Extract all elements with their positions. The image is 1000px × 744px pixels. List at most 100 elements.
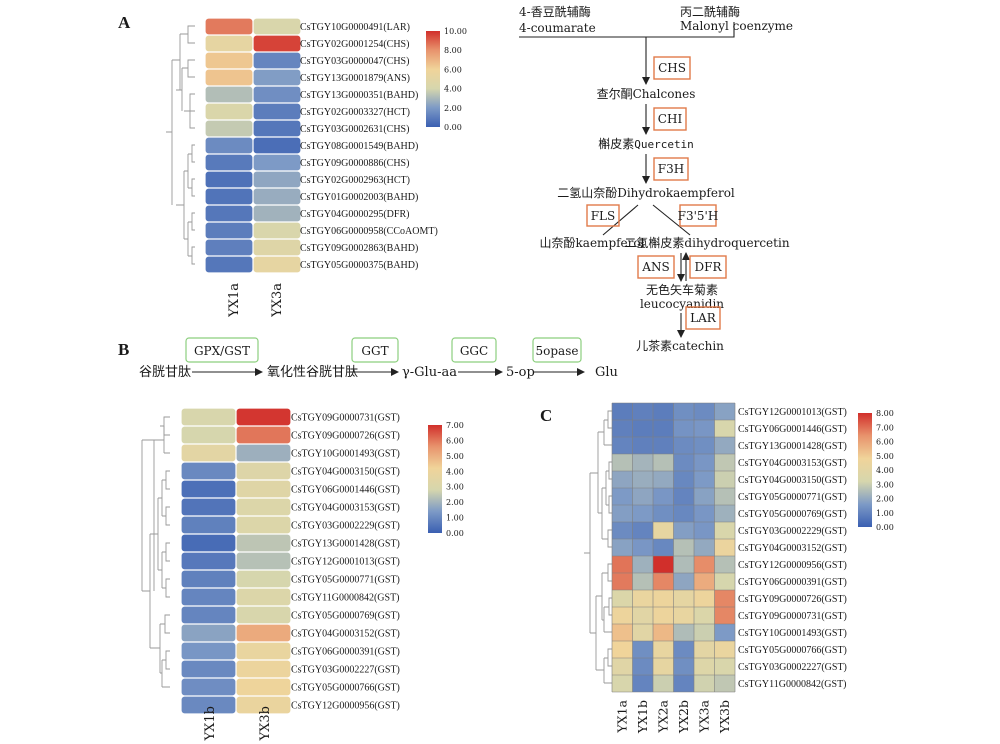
node-leucocyanidin-cn: 无色矢车菊素 [646,282,718,297]
heatmap-a-gene-label: CsTGY13G0001879(ANS) [300,73,410,84]
heatmap-b-cell [236,678,291,696]
heatmap-b-sample-yx1b: YX1b [203,706,218,741]
heatmap-c-cell [673,488,694,505]
heatmap-c-cell [653,590,674,607]
heatmap-a-cell [205,103,253,120]
heatmap-a-cell [205,35,253,52]
heatmap-a-cell [205,256,253,273]
heatmap-c-cell [653,607,674,624]
heatmap-b-cell [236,534,291,552]
heatmap-c-cell [673,403,694,420]
heatmap-c-cell [694,505,715,522]
heatmap-c-cell [673,658,694,675]
heatmap-c-cell [673,590,694,607]
heatmap-c-cell [694,522,715,539]
heatmap-c-cell [673,437,694,454]
heatmap-a-gene-label: CsTGY01G0002003(BAHD) [300,192,418,203]
node-dihydroquercetin: 二氢槲皮素dihydroquercetin [624,235,789,250]
heatmap-c-cell [632,675,653,692]
heatmap-c-cell [632,454,653,471]
heatmap-c-sample-label: YX1a [615,699,630,733]
heatmap-c-cell [714,488,735,505]
heatmap-b-cell [236,660,291,678]
legend-tick: 6.00 [876,438,894,447]
heatmap-a-gene-label: CsTGY09G0000886(CHS) [300,158,409,169]
node-malonyl-en: Malonyl coenzyme [680,19,793,33]
heatmap-c-cell [714,505,735,522]
heatmap-a-cell [205,188,253,205]
heatmap-b-gene-label: CsTGY12G0000956(GST) [291,701,400,712]
heatmap-c-cell [694,556,715,573]
heatmap-c-gene-label: CsTGY05G0000771(GST) [738,492,847,503]
panel-label-a: A [118,13,131,32]
legend-tick: 10.00 [444,27,467,36]
legend-tick: 1.00 [876,509,894,518]
enzyme-chi: CHI [658,112,683,126]
heatmap-c-cell [632,624,653,641]
node-leucocyanidin-en: leucocyanidin [640,297,724,311]
enzyme-ans: ANS [641,260,669,274]
heatmap-c-cell [653,641,674,658]
heatmap-c-cell [714,556,735,573]
heatmap-c-gene-label: CsTGY04G0003152(GST) [738,543,847,554]
enzyme-gpx: GPX/GST [194,344,250,358]
heatmap-b-cell [181,426,236,444]
legend-tick: 7.00 [446,421,464,430]
heatmap-c-gene-label: CsTGY03G0002229(GST) [738,526,847,537]
heatmap-c-gene-label: CsTGY09G0000731(GST) [738,611,847,622]
heatmap-c-cell [612,505,633,522]
enzyme-f35h: F3'5'H [678,209,719,223]
heatmap-b-cell [236,588,291,606]
heatmap-b-cell [236,444,291,462]
heatmap-b-cell [181,516,236,534]
heatmap-c-cell [673,420,694,437]
heatmap-b-gene-label: CsTGY13G0001428(GST) [291,539,400,550]
legend-c-colorbar [858,413,872,527]
heatmap-a-sample-yx3a: YX3a [270,283,285,318]
legend-tick: 1.00 [446,514,464,523]
heatmap-a-cell [205,137,253,154]
heatmap-b-gene-label: CsTGY06G0000391(GST) [291,647,400,658]
heatmap-c-cell [632,505,653,522]
heatmap-c-cell [612,488,633,505]
heatmap-c-cell [653,658,674,675]
enzyme-ggc: GGC [460,344,488,358]
heatmap-b-cell [236,606,291,624]
heatmap-a-cell [253,18,301,35]
heatmap-c-cell [612,624,633,641]
legend-a-ticks: 10.00 8.00 6.00 4.00 2.00 0.00 [444,27,467,132]
heatmap-c-cell [714,573,735,590]
heatmap-b-gene-label: CsTGY09G0000726(GST) [291,431,400,442]
heatmap-b-gene-label: CsTGY06G0001446(GST) [291,485,400,496]
heatmap-c-cell [632,522,653,539]
heatmap-a-cell [253,188,301,205]
pathway-b: GPX/GST GGT GGC 5opase 谷胱甘肽 氧化性谷胱甘肽 γ-Gl… [139,337,618,380]
heatmap-c-cell [673,505,694,522]
heatmap-c-cell [653,403,674,420]
heatmap-b-gene-label: CsTGY04G0003152(GST) [291,629,400,640]
dendrogram-c [584,410,612,684]
heatmap-a-cell [205,154,253,171]
heatmap-c-cell [612,573,633,590]
heatmap-a-cell [205,52,253,69]
heatmap-a-gene-label: CsTGY09G0002863(BAHD) [300,243,418,254]
heatmap-b-gene-label: CsTGY10G0001493(GST) [291,449,400,460]
heatmap-c-cell [694,403,715,420]
heatmap-c-cell [694,437,715,454]
heatmap-c-gene-label: CsTGY12G0000956(GST) [738,560,847,571]
legend-a-colorbar [426,31,440,127]
heatmap-a-cell [205,18,253,35]
enzyme-box-gpx [185,337,259,363]
heatmap-c-cell [653,573,674,590]
heatmap-b-cell [181,444,236,462]
heatmap-b-cell [236,696,291,714]
heatmap-c-sample-label: YX3b [717,700,732,734]
legend-tick: 8.00 [876,409,894,418]
heatmap-c-cell [714,624,735,641]
heatmap-c-cell [612,454,633,471]
heatmap-b-gene-labels: CsTGY09G0000731(GST) CsTGY09G0000726(GST)… [291,413,400,712]
enzyme-f3h: F3H [658,162,684,176]
heatmap-c-gene-label: CsTGY13G0001428(GST) [738,441,847,452]
heatmap-c-gene-label: CsTGY05G0000769(GST) [738,509,847,520]
heatmap-c-sample-label: YX2b [676,700,691,734]
